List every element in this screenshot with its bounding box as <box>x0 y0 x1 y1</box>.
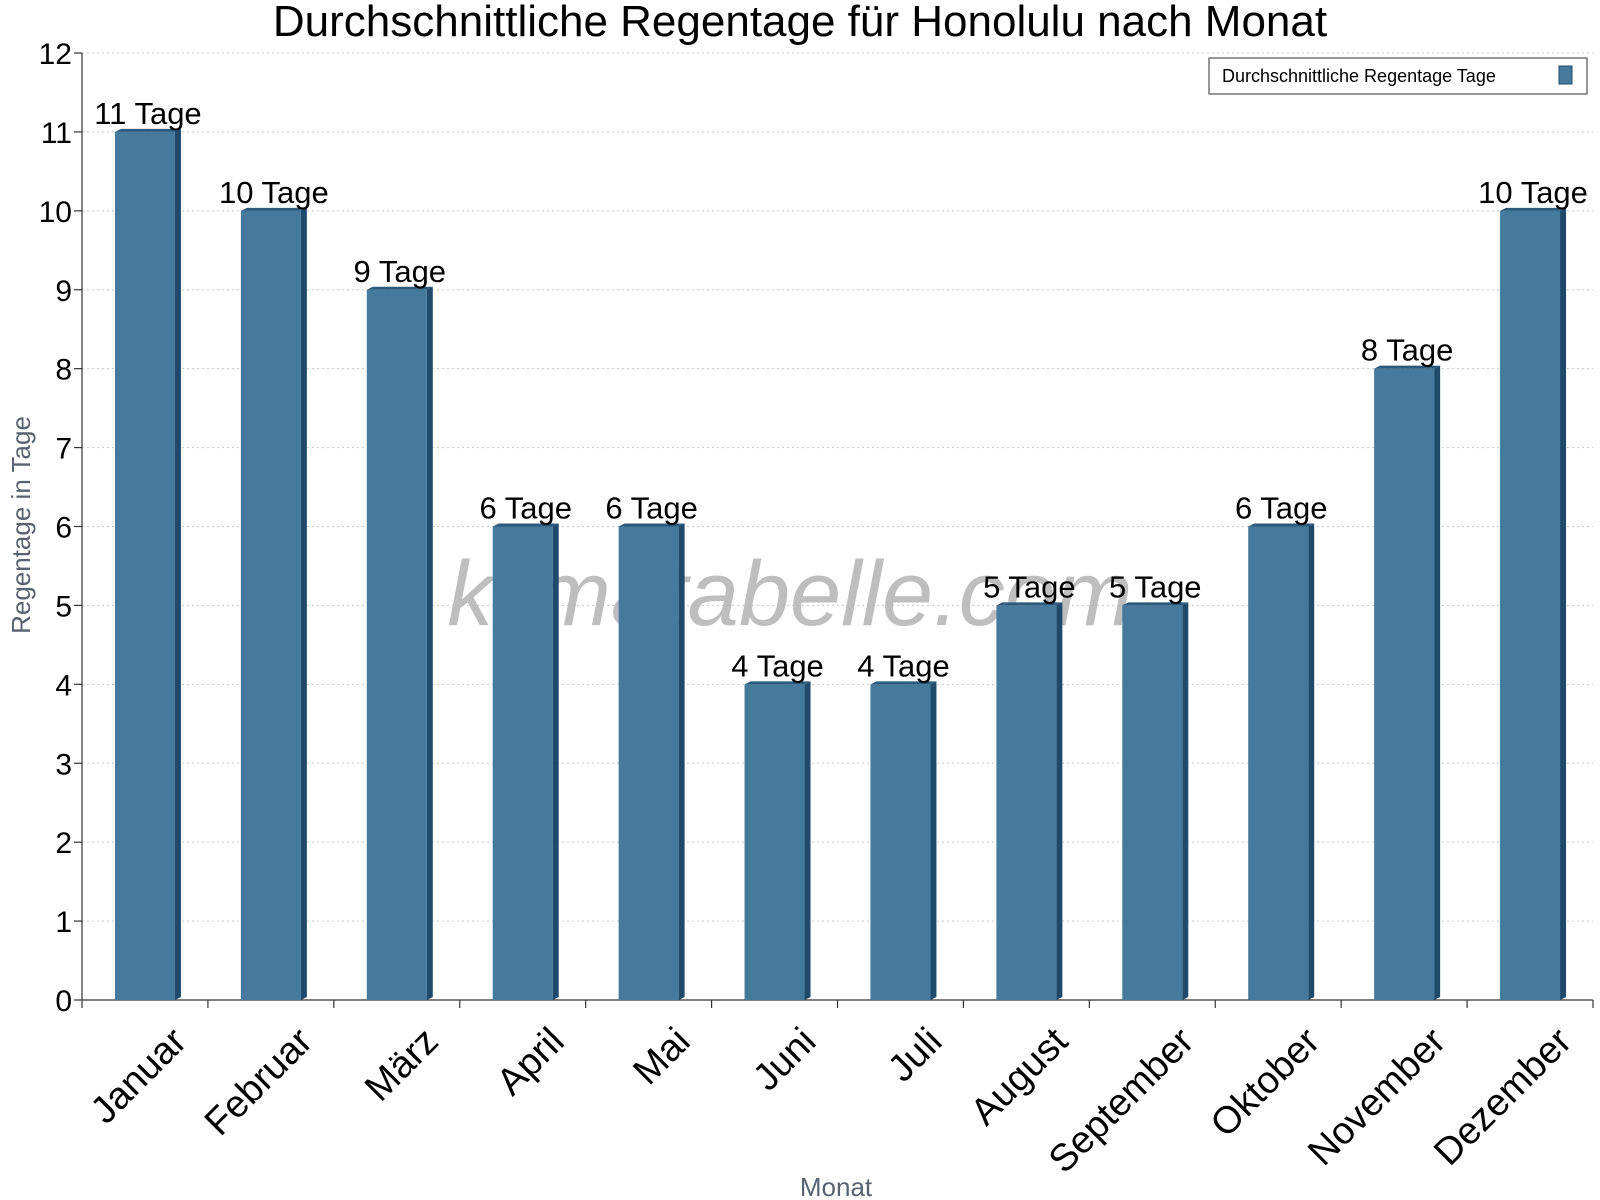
bar-face <box>744 684 805 1000</box>
y-tick-label: 3 <box>55 748 72 781</box>
bar <box>366 286 433 1000</box>
data-label: 6 Tage <box>479 491 572 526</box>
data-label: 6 Tage <box>605 491 698 526</box>
y-tick-label: 0 <box>55 985 72 1018</box>
chart-title: Durchschnittliche Regentage für Honolulu… <box>273 0 1327 46</box>
y-tick-label: 10 <box>39 196 72 229</box>
data-label: 9 Tage <box>354 254 447 289</box>
y-tick-label: 4 <box>55 669 72 702</box>
bar <box>114 128 181 1000</box>
bar <box>1248 523 1315 1000</box>
x-tick-label: Januar <box>83 1020 195 1132</box>
x-tick-label: Oktober <box>1203 1020 1329 1146</box>
legend-label: Durchschnittliche Regentage Tage <box>1222 66 1496 86</box>
bar <box>492 523 559 1000</box>
bar-face <box>1248 526 1309 1000</box>
bar-side <box>930 681 937 1000</box>
x-tick-label: August <box>963 1020 1077 1134</box>
bar-face <box>240 210 301 1001</box>
bar-side <box>1434 365 1441 1001</box>
data-label: 5 Tage <box>983 569 1076 604</box>
bar <box>996 602 1063 1000</box>
y-tick-label: 7 <box>55 433 72 466</box>
bar-top <box>744 681 811 685</box>
data-label: 10 Tage <box>1478 175 1588 210</box>
bar <box>870 681 937 1000</box>
data-labels: 11 Tage 10 Tage 9 Tage 6 Tage 6 Tage 4 Tage 4 … <box>94 96 1588 683</box>
x-tick-label: Mai <box>625 1020 698 1093</box>
data-label: 5 Tage <box>1109 569 1202 604</box>
legend-swatch <box>1558 65 1573 85</box>
y-tick-label: 8 <box>55 354 72 387</box>
x-tick-label: Februar <box>197 1020 321 1144</box>
bar <box>618 523 685 1000</box>
bar-top <box>240 207 307 211</box>
bar-side <box>1056 602 1063 1000</box>
bar-face <box>996 605 1057 1000</box>
bar-top <box>1374 365 1441 369</box>
data-label: 10 Tage <box>219 175 329 210</box>
bar-top <box>996 602 1063 606</box>
y-tick-label: 5 <box>55 590 72 623</box>
bar-side <box>678 523 685 1000</box>
y-tick-label: 2 <box>55 827 72 860</box>
bar <box>1374 365 1441 1001</box>
data-label: 4 Tage <box>857 648 950 683</box>
bar-top <box>870 681 937 685</box>
bar-top <box>492 523 559 527</box>
bar-top <box>618 523 685 527</box>
x-axis: Januar Februar März April Mai Juni Juli AugustS… <box>81 999 1594 1181</box>
bar-face <box>492 526 553 1000</box>
bar-side <box>426 286 433 1000</box>
x-tick-label: April <box>489 1020 572 1103</box>
y-tick-label: 9 <box>55 275 72 308</box>
x-tick-label: Juli <box>880 1020 950 1090</box>
x-tick-label: Dezember <box>1426 1020 1580 1174</box>
bar-side <box>552 523 559 1000</box>
bar-side <box>1560 207 1567 1001</box>
x-tick-label: März <box>357 1020 446 1109</box>
y-tick-label: 6 <box>55 512 72 545</box>
x-tick-label: November <box>1300 1020 1454 1174</box>
legend: Durchschnittliche Regentage Tage <box>1208 57 1588 95</box>
bar-side <box>300 207 307 1001</box>
y-tick-label: 1 <box>55 906 72 939</box>
legend-box <box>1208 57 1588 95</box>
bar <box>1122 602 1189 1000</box>
bar-top <box>366 286 433 290</box>
bar-side <box>1182 602 1189 1000</box>
x-axis-title: Monat <box>800 1172 873 1200</box>
gridlines <box>82 52 1593 922</box>
bar-side <box>174 128 181 1000</box>
bar-top <box>1500 207 1567 211</box>
data-label: 4 Tage <box>731 648 824 683</box>
bar-side <box>804 681 811 1000</box>
bar-top <box>114 128 181 132</box>
y-tick-label: 11 <box>41 117 72 150</box>
bar <box>744 681 811 1000</box>
data-label: 8 Tage <box>1361 333 1454 368</box>
bar-top <box>1248 523 1315 527</box>
y-tick-label: 12 <box>39 38 72 71</box>
bar-face <box>366 289 427 1000</box>
bar-face <box>1500 210 1561 1001</box>
bar-face <box>870 684 931 1000</box>
bar <box>240 207 307 1001</box>
bar-series <box>114 128 1567 1001</box>
bar-side <box>1308 523 1315 1000</box>
x-tick-label: Juni <box>745 1020 824 1099</box>
bar-top <box>1122 602 1189 606</box>
bar-face <box>114 131 175 1000</box>
bar-face <box>1374 368 1435 1001</box>
bar <box>1500 207 1567 1001</box>
data-label: 11 Tage <box>94 96 201 131</box>
bar-face <box>618 526 679 1000</box>
data-label: 6 Tage <box>1235 491 1328 526</box>
bar-face <box>1122 605 1183 1000</box>
y-axis-title: Regentage in Tage <box>6 416 36 634</box>
